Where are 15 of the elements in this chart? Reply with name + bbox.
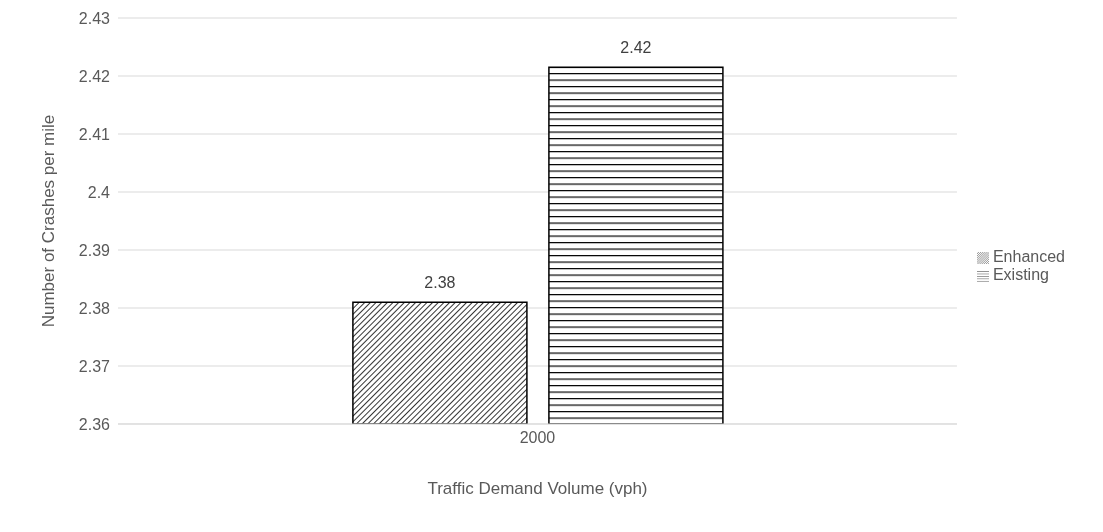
y-tick-label: 2.39	[78, 241, 111, 259]
y-tick-label: 2.4	[87, 183, 111, 201]
legend-label: Existing	[992, 266, 1049, 283]
y-tick-label: 2.43	[78, 9, 111, 27]
data-label: 2.38	[424, 274, 456, 292]
legend-label: Enhanced	[992, 248, 1065, 265]
y-tick-label: 2.37	[78, 357, 111, 375]
y-tick-label: 2.38	[78, 299, 111, 317]
x-axis-title: Traffic Demand Volume (vph)	[427, 479, 648, 498]
x-tick-label: 2000	[519, 429, 556, 447]
y-axis-title: Number of Crashes per mile	[39, 114, 59, 328]
y-tick-label: 2.36	[78, 415, 111, 433]
y-tick-label: 2.42	[78, 67, 111, 85]
data-label: 2.42	[620, 39, 652, 57]
y-tick-label: 2.41	[78, 125, 111, 143]
